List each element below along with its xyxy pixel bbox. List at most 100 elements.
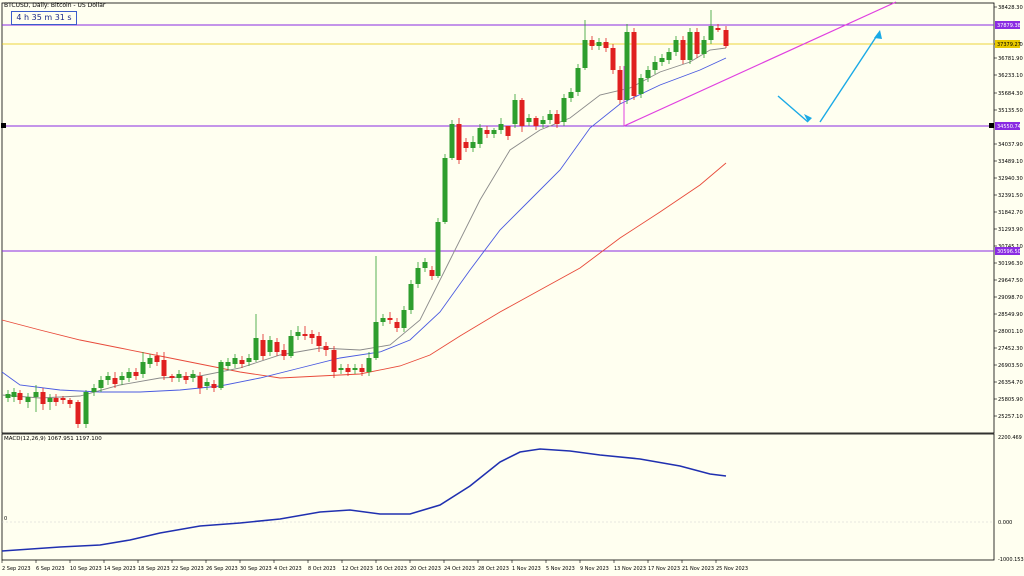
macd-panel-frame (1, 433, 995, 561)
macd-scale-label: 0.000 (998, 520, 1012, 526)
candle-body (561, 98, 567, 122)
candle-body (83, 392, 89, 424)
candle-body (526, 118, 532, 122)
price-scale-label: 28549.90 (998, 312, 1023, 318)
candle-body (540, 120, 546, 124)
candle-body (645, 70, 651, 78)
date-label: 13 Nov 2023 (614, 566, 646, 572)
date-label: 25 Nov 2023 (716, 566, 748, 572)
candle-body (456, 124, 462, 160)
candle-body (596, 42, 602, 46)
date-label: 12 Oct 2023 (342, 566, 373, 572)
price-scale-label: 29098.70 (998, 295, 1023, 301)
candle-body (112, 378, 118, 384)
date-label: 22 Sep 2023 (172, 566, 204, 572)
projection-arrow-down (777, 95, 809, 123)
candle-body (617, 70, 623, 100)
price-scale-label: 32391.50 (998, 193, 1023, 199)
candle-body (253, 338, 259, 360)
date-label: 2 Sep 2023 (2, 566, 31, 572)
trend-line (623, 1, 897, 127)
date-label: 16 Oct 2023 (376, 566, 407, 572)
symbol-title: BTCUSD, Daily: Bitcoin - US Dollar (4, 2, 106, 9)
candle-body (680, 40, 686, 60)
candle-timer: 4 h 35 m 31 s (11, 11, 77, 25)
candle-body (267, 340, 273, 352)
candle-body (547, 114, 553, 120)
candle-body (345, 368, 351, 372)
candle-body (169, 376, 175, 378)
candle-body (652, 62, 658, 70)
date-label: 14 Sep 2023 (104, 566, 136, 572)
candle-body (373, 322, 379, 358)
candle-body (666, 52, 672, 60)
ma-mid-line (1, 57, 727, 393)
candle-body (449, 124, 455, 158)
price-scale-label: 36781.90 (998, 56, 1023, 62)
candle-body (309, 334, 315, 338)
candle-body (274, 342, 280, 352)
candle-body (190, 374, 196, 378)
price-panel-frame (1, 2, 995, 434)
candle-body (316, 336, 322, 346)
price-scale-label: 25805.90 (998, 397, 1023, 403)
candle-body (302, 334, 308, 336)
candle-body (67, 400, 73, 404)
candle-body (610, 48, 616, 70)
candle-body (91, 388, 97, 392)
candle-body (484, 130, 490, 134)
candle-body (40, 392, 46, 404)
candle-body (359, 368, 365, 372)
candle-body (232, 358, 238, 364)
price-scale-label: 34037.90 (998, 142, 1023, 148)
date-label: 18 Sep 2023 (138, 566, 170, 572)
price-scale-label: 36233.10 (998, 73, 1023, 79)
candle-body (119, 376, 125, 380)
candle-body (477, 128, 483, 144)
price-tag (995, 21, 1020, 29)
candle-body (415, 268, 421, 284)
candle-body (288, 336, 294, 356)
candle-body (295, 332, 301, 336)
candle-body (60, 398, 66, 400)
macd-line (1, 448, 727, 552)
candle-body (33, 392, 39, 397)
candle-body (408, 284, 414, 310)
candle-body (98, 380, 104, 388)
candle-body (638, 78, 644, 94)
candle-body (429, 270, 435, 276)
candle-body (352, 368, 358, 370)
level-handle-right (989, 123, 994, 128)
price-scale-label: 38428.30 (998, 5, 1023, 11)
candle-body (533, 118, 539, 126)
date-label: 6 Sep 2023 (36, 566, 65, 572)
price-scale-label: 31293.90 (998, 227, 1023, 233)
candle-body (53, 398, 59, 402)
date-label: 10 Sep 2023 (70, 566, 102, 572)
candle-body (154, 356, 160, 362)
candle-body (246, 358, 252, 362)
price-tag (995, 40, 1020, 48)
price-scale-label: 26354.70 (998, 380, 1023, 386)
candle-body (582, 40, 588, 68)
candle-body (694, 32, 700, 54)
projection-arrow-up (819, 33, 879, 123)
price-scale-label: 35684.30 (998, 91, 1023, 97)
candle-body (17, 393, 23, 400)
candle-body (197, 376, 203, 388)
price-scale-label: 35135.50 (998, 108, 1023, 114)
date-label: 24 Oct 2023 (444, 566, 475, 572)
price-tag (995, 122, 1020, 130)
price-tag-label: 37379.27 (997, 42, 1021, 48)
ma-fast-line (1, 47, 727, 399)
candle-body (470, 142, 476, 148)
candle-body (659, 58, 665, 62)
price-tag-label: 34550.74 (997, 124, 1021, 130)
date-label: 8 Oct 2023 (308, 566, 336, 572)
candle-body (723, 30, 729, 46)
macd-scale-label: -1000.153 (998, 557, 1024, 563)
candle-body (260, 340, 266, 356)
candle-body (323, 346, 329, 350)
